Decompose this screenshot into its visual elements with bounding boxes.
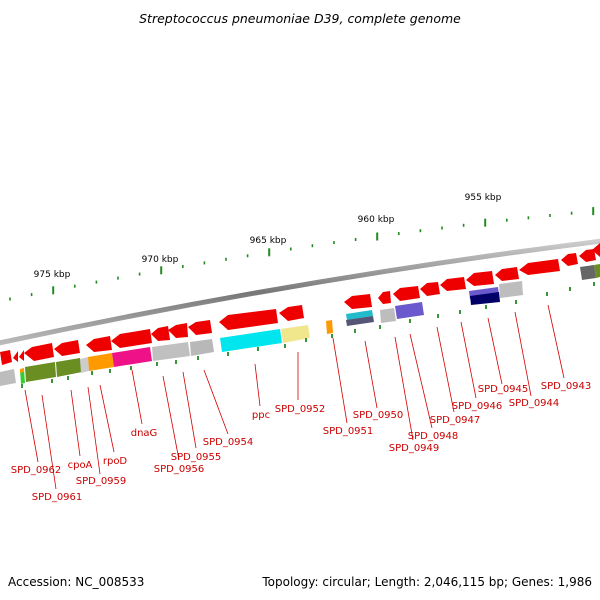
leader-line (162, 375, 180, 461)
ruler-label-965: 965 kbp (250, 236, 287, 246)
gene-label: SPD_0944 (509, 398, 560, 409)
genome-backbone (0, 238, 600, 346)
gene-arrow (495, 267, 519, 281)
feature-block (346, 310, 373, 320)
gene-arrow (378, 291, 391, 304)
leader-line (487, 317, 503, 385)
feature-block (580, 265, 596, 280)
gene-label: SPD_0955 (171, 452, 222, 463)
gene-arrow (579, 249, 596, 262)
gene-arrow (466, 271, 494, 286)
map-title: Streptococcus pneumoniae D39, complete g… (139, 11, 461, 26)
gene-label: cpoA (68, 460, 93, 471)
leader-line (547, 304, 565, 379)
gene-arrow (188, 320, 212, 335)
leader-line (70, 389, 81, 457)
gene-label: SPD_0961 (32, 492, 83, 503)
ruler-label-975: 975 kbp (34, 270, 71, 280)
feature-block (346, 316, 374, 326)
gene-label: SPD_0949 (389, 443, 440, 454)
leader-line (514, 311, 532, 397)
genome-summary-text: Topology: circular; Length: 2,046,115 bp… (261, 575, 592, 589)
ruler-ticks (9, 207, 595, 301)
coordinate-ruler: 975 kbp 970 kbp 965 kbp 960 kbp 955 kbp (9, 193, 595, 301)
gene-arrow (0, 350, 12, 365)
leader-line (24, 389, 39, 463)
feature-block (281, 325, 310, 343)
gene-arrow (13, 351, 18, 362)
feature-block (326, 320, 333, 334)
gene-label: SPD_0959 (76, 476, 127, 487)
feature-block (56, 358, 82, 377)
feature-block (112, 347, 152, 367)
leader-line (436, 326, 455, 413)
feature-marks (21, 282, 595, 388)
leader-line (182, 371, 197, 449)
gene-label: SPD_0943 (541, 381, 592, 392)
gene-arrow (519, 259, 560, 275)
feature-block (470, 292, 500, 305)
leader-line (409, 333, 433, 429)
gene-arrow (151, 326, 170, 341)
gene-arrow (86, 336, 112, 352)
gene-arrow (54, 340, 80, 356)
label-leaders (24, 304, 565, 490)
gene-arrow (393, 286, 420, 301)
leader-line (131, 369, 143, 425)
feature-block (594, 264, 600, 278)
gene-label: SPD_0954 (203, 437, 254, 448)
feature-block (0, 369, 16, 386)
feature-block (395, 302, 424, 319)
feature-block (152, 342, 190, 361)
feature-block (190, 339, 214, 356)
gene-arrow (420, 282, 440, 296)
feature-block (220, 329, 282, 352)
gene-label: dnaG (131, 428, 158, 439)
leader-line (460, 321, 477, 399)
gene-arrow (219, 309, 278, 330)
feature-block (380, 308, 396, 323)
gene-arrow (168, 323, 188, 338)
gene-label: SPD_0951 (323, 426, 374, 437)
gene-arrow (561, 253, 578, 266)
accession-text: Accession: NC_008533 (8, 575, 144, 589)
gene-arrow (592, 243, 600, 257)
ruler-label-955: 955 kbp (465, 193, 502, 203)
gene-label: SPD_0948 (408, 431, 459, 442)
gene-features (0, 243, 600, 386)
gene-arrow (24, 343, 54, 361)
feature-block (88, 353, 114, 371)
leader-line (99, 384, 115, 453)
gene-label: SPD_0947 (430, 415, 481, 426)
gene-arrow (440, 277, 466, 291)
gene-label: rpoD (103, 456, 128, 467)
feature-block (20, 369, 25, 384)
leader-line (254, 363, 261, 407)
gene-arrow (344, 294, 372, 309)
gene-label: SPD_0952 (275, 404, 326, 415)
leader-line (203, 369, 229, 435)
ruler-label-970: 970 kbp (142, 255, 179, 265)
gene-label: ppc (252, 410, 270, 421)
gene-label: SPD_0945 (478, 384, 529, 395)
gene-arrow (19, 350, 24, 361)
leader-line (41, 394, 57, 490)
leader-line (332, 337, 348, 424)
leader-line (87, 386, 101, 475)
gene-label: SPD_0950 (353, 410, 404, 421)
feature-block (499, 281, 523, 298)
gene-label: SPD_0962 (11, 465, 62, 476)
gene-label: SPD_0956 (154, 464, 205, 475)
leader-line (394, 336, 414, 441)
gene-arrow (279, 305, 304, 321)
gene-label: SPD_0946 (452, 401, 503, 412)
feature-block (80, 357, 89, 373)
leader-line (364, 340, 378, 409)
ruler-label-960: 960 kbp (358, 215, 395, 225)
gene-labels: SPD_0962 SPD_0961 cpoA SPD_0959 rpoD dna… (11, 381, 592, 503)
feature-block (20, 368, 24, 373)
feature-block (25, 362, 56, 382)
gene-arrow (111, 329, 152, 348)
